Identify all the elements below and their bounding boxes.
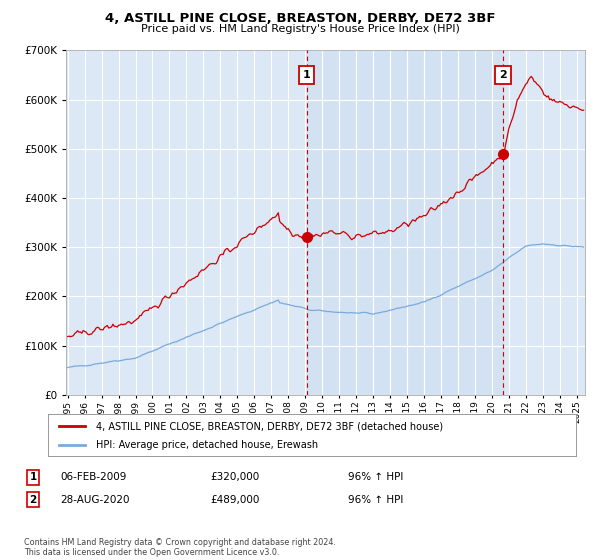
Text: HPI: Average price, detached house, Erewash: HPI: Average price, detached house, Erew… <box>95 440 317 450</box>
Text: 2: 2 <box>29 494 37 505</box>
Text: 06-FEB-2009: 06-FEB-2009 <box>60 472 127 482</box>
Text: 1: 1 <box>302 70 310 80</box>
Text: 96% ↑ HPI: 96% ↑ HPI <box>348 494 403 505</box>
Text: 4, ASTILL PINE CLOSE, BREASTON, DERBY, DE72 3BF: 4, ASTILL PINE CLOSE, BREASTON, DERBY, D… <box>105 12 495 25</box>
Text: 2: 2 <box>499 70 507 80</box>
Bar <box>307 50 503 395</box>
Text: 28-AUG-2020: 28-AUG-2020 <box>60 494 130 505</box>
Text: Price paid vs. HM Land Registry's House Price Index (HPI): Price paid vs. HM Land Registry's House … <box>140 24 460 34</box>
Text: 1: 1 <box>29 472 37 482</box>
Text: £320,000: £320,000 <box>210 472 259 482</box>
Text: £489,000: £489,000 <box>210 494 259 505</box>
Text: 4, ASTILL PINE CLOSE, BREASTON, DERBY, DE72 3BF (detached house): 4, ASTILL PINE CLOSE, BREASTON, DERBY, D… <box>95 421 443 431</box>
Text: 96% ↑ HPI: 96% ↑ HPI <box>348 472 403 482</box>
Text: Contains HM Land Registry data © Crown copyright and database right 2024.
This d: Contains HM Land Registry data © Crown c… <box>24 538 336 557</box>
